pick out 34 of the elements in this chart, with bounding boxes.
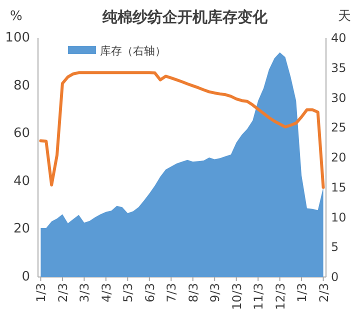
y2tick8: 40	[331, 31, 346, 45]
xtick8: 3/3	[78, 283, 92, 302]
xtick48: 1/3	[295, 283, 310, 302]
xtick40: 11/3	[252, 283, 266, 310]
xtick36: 10/3	[230, 283, 244, 310]
y2tick5: 25	[331, 120, 346, 135]
ytick3: 60	[13, 126, 30, 142]
y2tick4: 20	[331, 150, 346, 164]
y2-axis-title: 天	[338, 9, 351, 24]
xtick20: 6/3	[142, 283, 157, 302]
xtick32: 9/3	[208, 283, 222, 302]
y2tick1: 5	[331, 240, 339, 254]
legend: 库存（右轴）	[68, 44, 166, 58]
y2tick2: 10	[331, 210, 346, 224]
xtick16: 5/3	[121, 283, 136, 302]
legend-label: 库存（右轴）	[100, 44, 166, 58]
xtick44: 12/3	[273, 283, 288, 310]
ytick0: 0	[22, 270, 30, 284]
y-axis-title: %	[10, 9, 22, 24]
y2tick6: 30	[331, 90, 346, 105]
ytick4: 80	[13, 78, 30, 94]
ytick2: 40	[13, 174, 30, 189]
xtick4: 2/3	[56, 283, 70, 302]
xtick52: 2/3	[316, 283, 331, 302]
chart-title: 纯棉纱纺企开机库存变化	[102, 8, 268, 26]
xtick12: 4/3	[99, 283, 114, 302]
ytick5: 100	[5, 30, 30, 46]
ytick1: 20	[13, 222, 30, 237]
xtick28: 8/3	[186, 283, 200, 302]
xtick0: 1/3	[34, 283, 48, 302]
xtick24: 7/3	[164, 283, 179, 302]
y2tick0: 0	[331, 270, 339, 284]
y2tick3: 15	[331, 180, 346, 194]
y2tick7: 35	[331, 60, 346, 75]
